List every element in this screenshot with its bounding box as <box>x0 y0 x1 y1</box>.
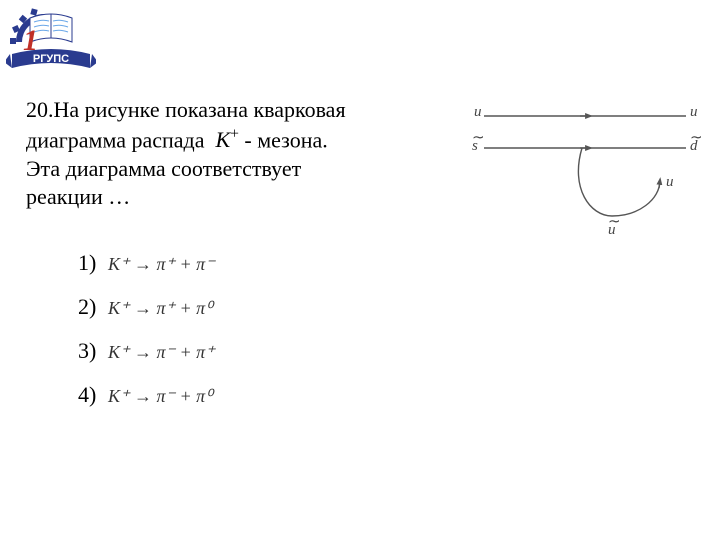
answer-option: 4) K⁺ → π⁻ + π⁰ <box>78 382 215 408</box>
question-line4: реакции … <box>26 184 130 209</box>
quark-label-u: u <box>666 174 674 191</box>
question-line1: На рисунке показана кварковая <box>54 97 346 122</box>
answer-number: 4) <box>78 382 108 408</box>
answer-option: 1) K⁺ → π⁺ + π⁻ <box>78 250 215 276</box>
answer-number: 2) <box>78 294 108 320</box>
logo-text: РГУПС <box>33 53 69 65</box>
answer-option: 2) K⁺ → π⁺ + π⁰ <box>78 294 215 320</box>
quark-label-u: u <box>474 104 482 121</box>
answer-formula: K⁺ → π⁺ + π⁻ <box>108 254 215 275</box>
k-plus-symbol: K+ <box>210 127 244 152</box>
answers-list: 1) K⁺ → π⁺ + π⁻ 2) K⁺ → π⁺ + π⁰ 3) K⁺ → … <box>78 250 215 426</box>
question-line3: Эта диаграмма соответствует <box>26 156 301 181</box>
quark-label-sbar: ∼s <box>472 138 478 155</box>
question-line2a: диаграмма распада <box>26 127 205 152</box>
quark-label-u: u <box>690 104 698 121</box>
feynman-diagram: u u ∼s ∼d u ∼u <box>470 96 700 256</box>
answer-option: 3) K⁺ → π⁻ + π⁺ <box>78 338 215 364</box>
quark-label-ubar: ∼u <box>608 222 616 239</box>
quark-label-dbar: ∼d <box>690 138 698 155</box>
logo-svg: 1 РГУПС <box>6 4 96 80</box>
page: 1 РГУПС 20.На рисунке показана кварковая… <box>0 0 720 540</box>
question-text: 20.На рисунке показана кварковая диаграм… <box>26 96 426 212</box>
answer-number: 1) <box>78 250 108 276</box>
question-number: 20. <box>26 97 54 122</box>
answer-formula: K⁺ → π⁺ + π⁰ <box>108 298 212 319</box>
answer-number: 3) <box>78 338 108 364</box>
university-logo: 1 РГУПС <box>6 4 96 80</box>
answer-formula: K⁺ → π⁻ + π⁰ <box>108 386 212 407</box>
answer-formula: K⁺ → π⁻ + π⁺ <box>108 342 215 363</box>
question-line2b: - мезона. <box>244 127 327 152</box>
